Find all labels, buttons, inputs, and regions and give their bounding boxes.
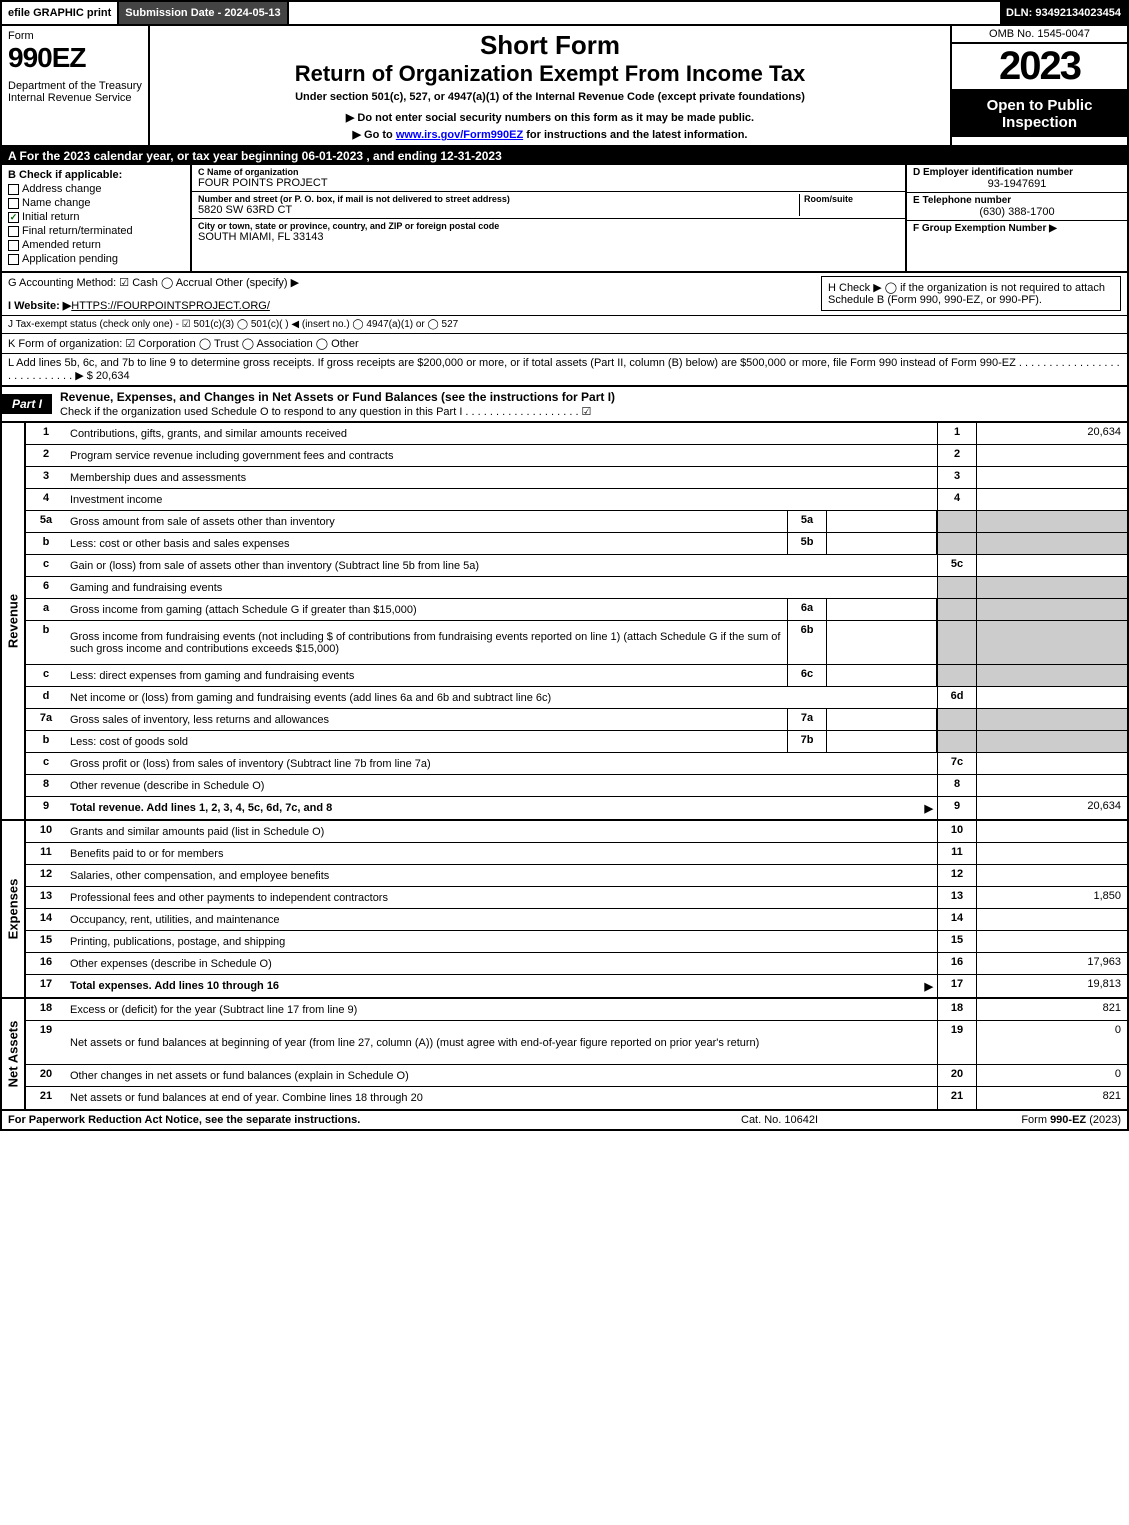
line-6: 6Gaming and fundraising events <box>26 577 1127 599</box>
line-b: bGross income from fundraising events (n… <box>26 621 1127 665</box>
section-bcdef: B Check if applicable: Address change Nam… <box>0 165 1129 273</box>
irs-link[interactable]: www.irs.gov/Form990EZ <box>396 129 523 141</box>
subtitle-3: ▶ Go to www.irs.gov/Form990EZ for instru… <box>160 128 940 141</box>
col-b-header: B Check if applicable: <box>8 169 184 181</box>
line-18: 18Excess or (deficit) for the year (Subt… <box>26 999 1127 1021</box>
line-14: 14Occupancy, rent, utilities, and mainte… <box>26 909 1127 931</box>
checkbox-initial-return: ✓Initial return <box>8 211 184 223</box>
line-5a: 5aGross amount from sale of assets other… <box>26 511 1127 533</box>
website: HTTPS://FOURPOINTSPROJECT.ORG/ <box>71 300 270 312</box>
header-left: Form 990EZ Department of the Treasury In… <box>2 26 150 145</box>
line-d: dNet income or (loss) from gaming and fu… <box>26 687 1127 709</box>
efile-label: efile GRAPHIC print <box>2 2 119 24</box>
dln: DLN: 93492134023454 <box>1000 2 1127 24</box>
line-3: 3Membership dues and assessments3 <box>26 467 1127 489</box>
city: SOUTH MIAMI, FL 33143 <box>198 231 899 243</box>
line-c: cLess: direct expenses from gaming and f… <box>26 665 1127 687</box>
subtitle-1: Under section 501(c), 527, or 4947(a)(1)… <box>160 91 940 103</box>
checkbox-final-return-terminated: Final return/terminated <box>8 225 184 237</box>
inspection-badge: Open to Public Inspection <box>952 91 1127 137</box>
line-8: 8Other revenue (describe in Schedule O)8 <box>26 775 1127 797</box>
part1-badge: Part I <box>2 394 52 414</box>
line-c: cGross profit or (loss) from sales of in… <box>26 753 1127 775</box>
line-13: 13Professional fees and other payments t… <box>26 887 1127 909</box>
accounting-method: G Accounting Method: ☑ Cash ◯ Accrual Ot… <box>8 276 801 289</box>
city-label: City or town, state or province, country… <box>198 221 899 231</box>
checkbox-address-change: Address change <box>8 183 184 195</box>
row-k: K Form of organization: ☑ Corporation ◯ … <box>0 334 1129 354</box>
org-name: FOUR POINTS PROJECT <box>198 177 899 189</box>
expenses-table: Expenses 10Grants and similar amounts pa… <box>0 821 1129 999</box>
header-center: Short Form Return of Organization Exempt… <box>150 26 952 145</box>
phone: (630) 388-1700 <box>913 206 1121 218</box>
tax-year: 2023 <box>952 44 1127 91</box>
line-4: 4Investment income4 <box>26 489 1127 511</box>
line-10: 10Grants and similar amounts paid (list … <box>26 821 1127 843</box>
address: 5820 SW 63RD CT <box>198 204 799 216</box>
col-c: C Name of organization FOUR POINTS PROJE… <box>192 165 907 271</box>
header-right: OMB No. 1545-0047 2023 Open to Public In… <box>952 26 1127 145</box>
revenue-side-label: Revenue <box>2 423 26 819</box>
line-20: 20Other changes in net assets or fund ba… <box>26 1065 1127 1087</box>
line-7a: 7aGross sales of inventory, less returns… <box>26 709 1127 731</box>
form-ref: Form 990-EZ (2023) <box>941 1114 1121 1126</box>
line-a: aGross income from gaming (attach Schedu… <box>26 599 1127 621</box>
line-c: cGain or (loss) from sale of assets othe… <box>26 555 1127 577</box>
line-b: bLess: cost or other basis and sales exp… <box>26 533 1127 555</box>
row-i: I Website: ▶HTTPS://FOURPOINTSPROJECT.OR… <box>8 299 801 312</box>
submission-date: Submission Date - 2024-05-13 <box>119 2 288 24</box>
subtitle-2: ▶ Do not enter social security numbers o… <box>160 111 940 124</box>
line-2: 2Program service revenue including gover… <box>26 445 1127 467</box>
phone-label: E Telephone number <box>913 195 1121 206</box>
form-label: Form <box>8 30 142 42</box>
checkbox-name-change: Name change <box>8 197 184 209</box>
checkbox-amended-return: Amended return <box>8 239 184 251</box>
footer: For Paperwork Reduction Act Notice, see … <box>0 1111 1129 1131</box>
line-12: 12Salaries, other compensation, and empl… <box>26 865 1127 887</box>
netassets-table: Net Assets 18Excess or (deficit) for the… <box>0 999 1129 1111</box>
line-17: 17Total expenses. Add lines 10 through 1… <box>26 975 1127 997</box>
form-title: Return of Organization Exempt From Incom… <box>160 61 940 87</box>
group-exemption-label: F Group Exemption Number ▶ <box>913 223 1121 234</box>
org-name-label: C Name of organization <box>198 167 899 177</box>
cat-no: Cat. No. 10642I <box>741 1114 941 1126</box>
address-label: Number and street (or P. O. box, if mail… <box>198 194 799 204</box>
form-number: 990EZ <box>8 42 142 74</box>
room-label: Room/suite <box>804 194 899 204</box>
col-def: D Employer identification number 93-1947… <box>907 165 1127 271</box>
row-a: A For the 2023 calendar year, or tax yea… <box>0 147 1129 165</box>
col-b: B Check if applicable: Address change Nam… <box>2 165 192 271</box>
row-l: L Add lines 5b, 6c, and 7b to line 9 to … <box>0 354 1129 387</box>
expenses-side-label: Expenses <box>2 821 26 997</box>
paperwork-notice: For Paperwork Reduction Act Notice, see … <box>8 1114 741 1126</box>
netassets-side-label: Net Assets <box>2 999 26 1109</box>
line-1: 1Contributions, gifts, grants, and simil… <box>26 423 1127 445</box>
form-header: Form 990EZ Department of the Treasury In… <box>0 26 1129 147</box>
row-gh: G Accounting Method: ☑ Cash ◯ Accrual Ot… <box>0 273 1129 316</box>
line-21: 21Net assets or fund balances at end of … <box>26 1087 1127 1109</box>
ein: 93-1947691 <box>913 178 1121 190</box>
department: Department of the Treasury Internal Reve… <box>8 80 142 104</box>
top-bar: efile GRAPHIC print Submission Date - 20… <box>0 0 1129 26</box>
line-11: 11Benefits paid to or for members11 <box>26 843 1127 865</box>
line-19: 19Net assets or fund balances at beginni… <box>26 1021 1127 1065</box>
omb-number: OMB No. 1545-0047 <box>952 26 1127 44</box>
line-b: bLess: cost of goods sold7b <box>26 731 1127 753</box>
row-h: H Check ▶ ◯ if the organization is not r… <box>821 276 1121 311</box>
row-j: J Tax-exempt status (check only one) - ☑… <box>0 316 1129 334</box>
part1-title: Revenue, Expenses, and Changes in Net As… <box>52 387 1127 421</box>
line-15: 15Printing, publications, postage, and s… <box>26 931 1127 953</box>
checkbox-application-pending: Application pending <box>8 253 184 265</box>
part1-header: Part I Revenue, Expenses, and Changes in… <box>0 387 1129 423</box>
short-form-label: Short Form <box>160 30 940 61</box>
revenue-table: Revenue 1Contributions, gifts, grants, a… <box>0 423 1129 821</box>
ein-label: D Employer identification number <box>913 167 1121 178</box>
line-9: 9Total revenue. Add lines 1, 2, 3, 4, 5c… <box>26 797 1127 819</box>
line-16: 16Other expenses (describe in Schedule O… <box>26 953 1127 975</box>
